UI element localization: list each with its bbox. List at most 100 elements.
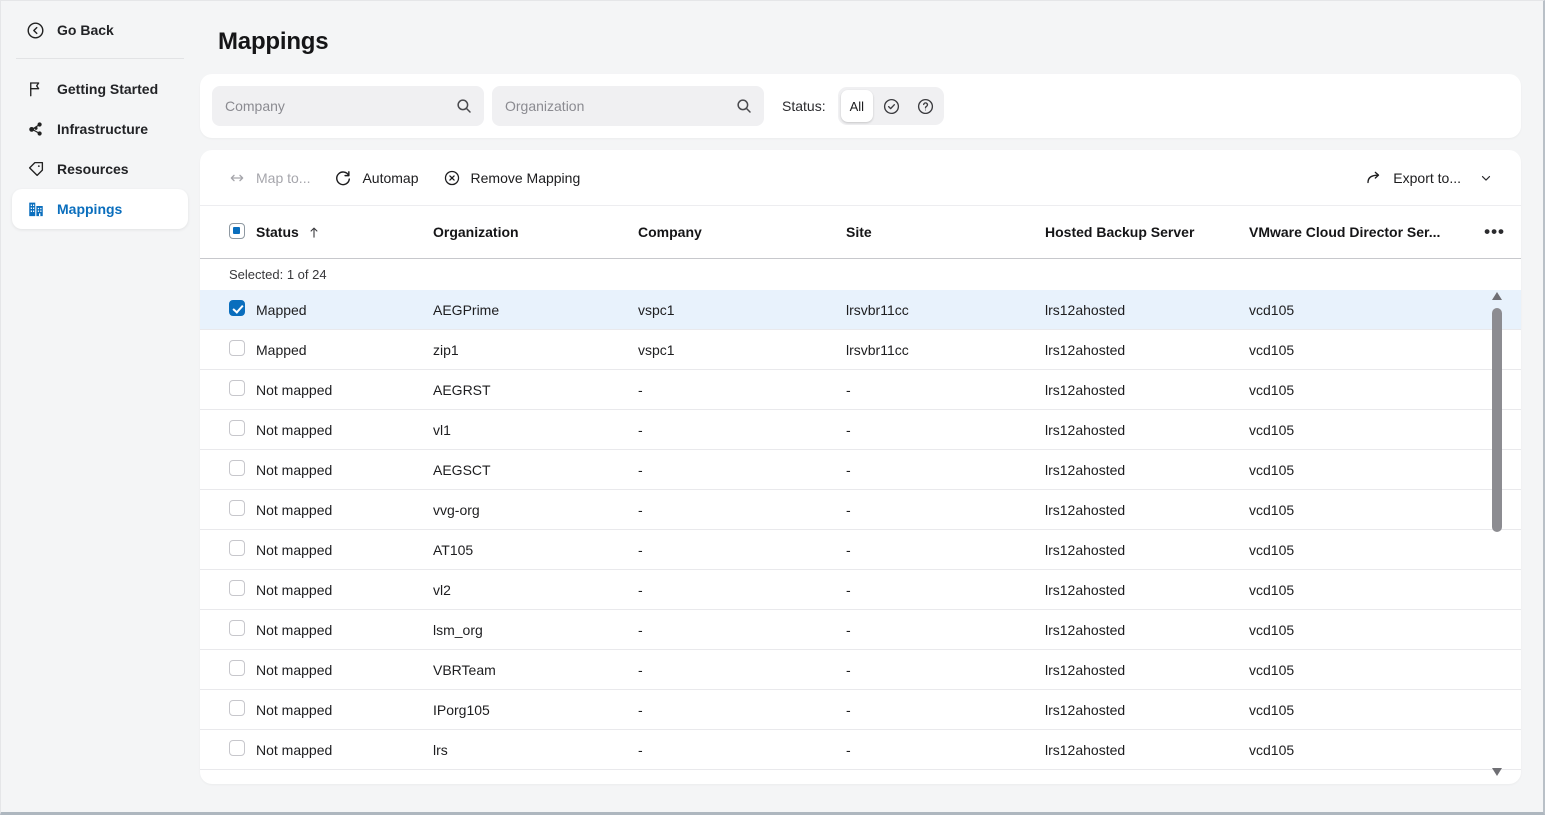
map-to-button[interactable]: Map to... xyxy=(216,161,322,195)
cell-status: Mapped xyxy=(256,301,307,318)
column-header-vcd-server[interactable]: VMware Cloud Director Ser... xyxy=(1249,224,1441,240)
vertical-scrollbar[interactable] xyxy=(1492,292,1502,776)
sidebar-item-mappings[interactable]: Mappings xyxy=(12,189,188,229)
scrollbar-thumb[interactable] xyxy=(1492,308,1502,532)
export-to-label: Export to... xyxy=(1393,169,1461,186)
cell-hosted-backup-server: lrs12ahosted xyxy=(1045,461,1126,478)
cell-site: - xyxy=(846,421,851,438)
status-option-mapped[interactable] xyxy=(875,90,907,122)
row-checkbox[interactable] xyxy=(229,580,245,596)
row-checkbox[interactable] xyxy=(229,340,245,356)
scroll-up-arrow-icon[interactable] xyxy=(1492,292,1502,300)
organization-search xyxy=(492,86,764,126)
row-checkbox[interactable] xyxy=(229,420,245,436)
cell-company: - xyxy=(638,741,643,758)
sidebar: Go Back Getting Started Infrastructure xyxy=(0,0,200,815)
cell-site: - xyxy=(846,701,851,718)
company-search-input[interactable] xyxy=(212,86,484,126)
cell-organization: vl2 xyxy=(433,581,451,598)
remove-mapping-button[interactable]: Remove Mapping xyxy=(431,161,593,195)
table-header: Status Organization Company Site Hosted … xyxy=(200,206,1521,259)
row-checkbox[interactable] xyxy=(229,540,245,556)
table-row[interactable]: Not mapped vl2 - - lrs12ahosted vcd105 xyxy=(200,570,1521,610)
ellipsis-icon[interactable]: ••• xyxy=(1484,222,1505,241)
cell-organization: AEGRST xyxy=(433,381,491,398)
cell-company: - xyxy=(638,381,643,398)
export-arrow-icon xyxy=(1365,169,1383,187)
cell-status: Not mapped xyxy=(256,541,333,558)
table-body: Mapped AEGPrime vspc1 lrsvbr11cc lrs12ahoste… xyxy=(200,290,1521,770)
cell-vcd-server: vcd105 xyxy=(1249,421,1295,438)
column-header-hosted-backup-server[interactable]: Hosted Backup Server xyxy=(1045,224,1195,240)
sidebar-item-infrastructure[interactable]: Infrastructure xyxy=(12,109,188,149)
table-row[interactable]: Mapped zip1 vspc1 lrsvbr11cc lrs12ahosted vcd… xyxy=(200,330,1521,370)
table-row[interactable]: Not mapped vl1 - - lrs12ahosted vcd105 xyxy=(200,410,1521,450)
cell-company: - xyxy=(638,621,643,638)
row-checkbox[interactable] xyxy=(229,300,245,316)
cell-company: - xyxy=(638,541,643,558)
filter-bar: Status: All xyxy=(200,74,1521,138)
table-row[interactable]: Not mapped AEGRST - - lrs12ahosted vcd105 xyxy=(200,370,1521,410)
cell-organization: vvg-org xyxy=(433,501,480,518)
cell-vcd-server: vcd105 xyxy=(1249,341,1295,358)
cell-vcd-server: vcd105 xyxy=(1249,661,1295,678)
cell-vcd-server: vcd105 xyxy=(1249,741,1295,758)
export-to-button[interactable]: Export to... xyxy=(1353,161,1505,195)
row-checkbox[interactable] xyxy=(229,620,245,636)
status-option-not-mapped[interactable] xyxy=(909,90,941,122)
cell-organization: AT105 xyxy=(433,541,474,558)
table-toolbar: Map to... Automap Remove Mapping xyxy=(200,150,1521,206)
scroll-down-arrow-icon[interactable] xyxy=(1492,768,1502,776)
cell-organization: lrs xyxy=(433,741,448,758)
sidebar-item-resources[interactable]: Resources xyxy=(12,149,188,189)
table-row[interactable]: Not mapped lsm_org - - lrs12ahosted vcd105 xyxy=(200,610,1521,650)
refresh-icon xyxy=(334,169,352,187)
cell-organization: AEGSCT xyxy=(433,461,491,478)
column-header-status[interactable]: Status xyxy=(256,224,433,240)
organization-search-input[interactable] xyxy=(492,86,764,126)
sidebar-item-label: Resources xyxy=(57,161,129,177)
status-filter-label: Status: xyxy=(782,98,826,114)
cell-hosted-backup-server: lrs12ahosted xyxy=(1045,541,1126,558)
cell-vcd-server: vcd105 xyxy=(1249,461,1295,478)
cell-company: - xyxy=(638,421,643,438)
cell-site: - xyxy=(846,541,851,558)
cell-status: Not mapped xyxy=(256,701,333,718)
table-row[interactable]: Not mapped AT105 - - lrs12ahosted vcd105 xyxy=(200,530,1521,570)
table-row[interactable]: Mapped AEGPrime vspc1 lrsvbr11cc lrs12ahoste… xyxy=(200,290,1521,330)
cell-company: - xyxy=(638,501,643,518)
status-option-all[interactable]: All xyxy=(840,90,874,122)
cell-status: Not mapped xyxy=(256,381,333,398)
row-checkbox[interactable] xyxy=(229,460,245,476)
row-checkbox[interactable] xyxy=(229,380,245,396)
row-checkbox[interactable] xyxy=(229,740,245,756)
table-row[interactable]: Not mapped IPorg105 - - lrs12ahosted vcd105 xyxy=(200,690,1521,730)
table-row[interactable]: Not mapped lrs - - lrs12ahosted vcd105 xyxy=(200,730,1521,770)
column-header-organization[interactable]: Organization xyxy=(433,224,519,240)
column-header-company[interactable]: Company xyxy=(638,224,702,240)
main-content: Mappings Status: All xyxy=(200,0,1521,784)
table-row[interactable]: Not mapped vvg-org - - lrs12ahosted vcd105 xyxy=(200,490,1521,530)
cell-status: Not mapped xyxy=(256,661,333,678)
chevron-down-icon xyxy=(1479,171,1493,185)
cell-site: - xyxy=(846,581,851,598)
sidebar-item-getting-started[interactable]: Getting Started xyxy=(12,69,188,109)
cell-site: - xyxy=(846,501,851,518)
cell-status: Not mapped xyxy=(256,501,333,518)
row-checkbox[interactable] xyxy=(229,660,245,676)
search-icon xyxy=(455,97,473,120)
cell-hosted-backup-server: lrs12ahosted xyxy=(1045,661,1126,678)
row-checkbox[interactable] xyxy=(229,700,245,716)
chevron-left-circle-icon xyxy=(26,21,45,40)
row-checkbox[interactable] xyxy=(229,500,245,516)
select-all-checkbox[interactable] xyxy=(229,222,245,239)
cell-hosted-backup-server: lrs12ahosted xyxy=(1045,341,1126,358)
cell-site: - xyxy=(846,661,851,678)
go-back-button[interactable]: Go Back xyxy=(12,10,188,50)
sidebar-item-label: Infrastructure xyxy=(57,121,149,137)
table-row[interactable]: Not mapped AEGSCT - - lrs12ahosted vcd105 xyxy=(200,450,1521,490)
automap-button[interactable]: Automap xyxy=(322,161,430,195)
column-header-site[interactable]: Site xyxy=(846,224,872,240)
cell-hosted-backup-server: lrs12ahosted xyxy=(1045,501,1126,518)
table-row[interactable]: Not mapped VBRTeam - - lrs12ahosted vcd105 xyxy=(200,650,1521,690)
